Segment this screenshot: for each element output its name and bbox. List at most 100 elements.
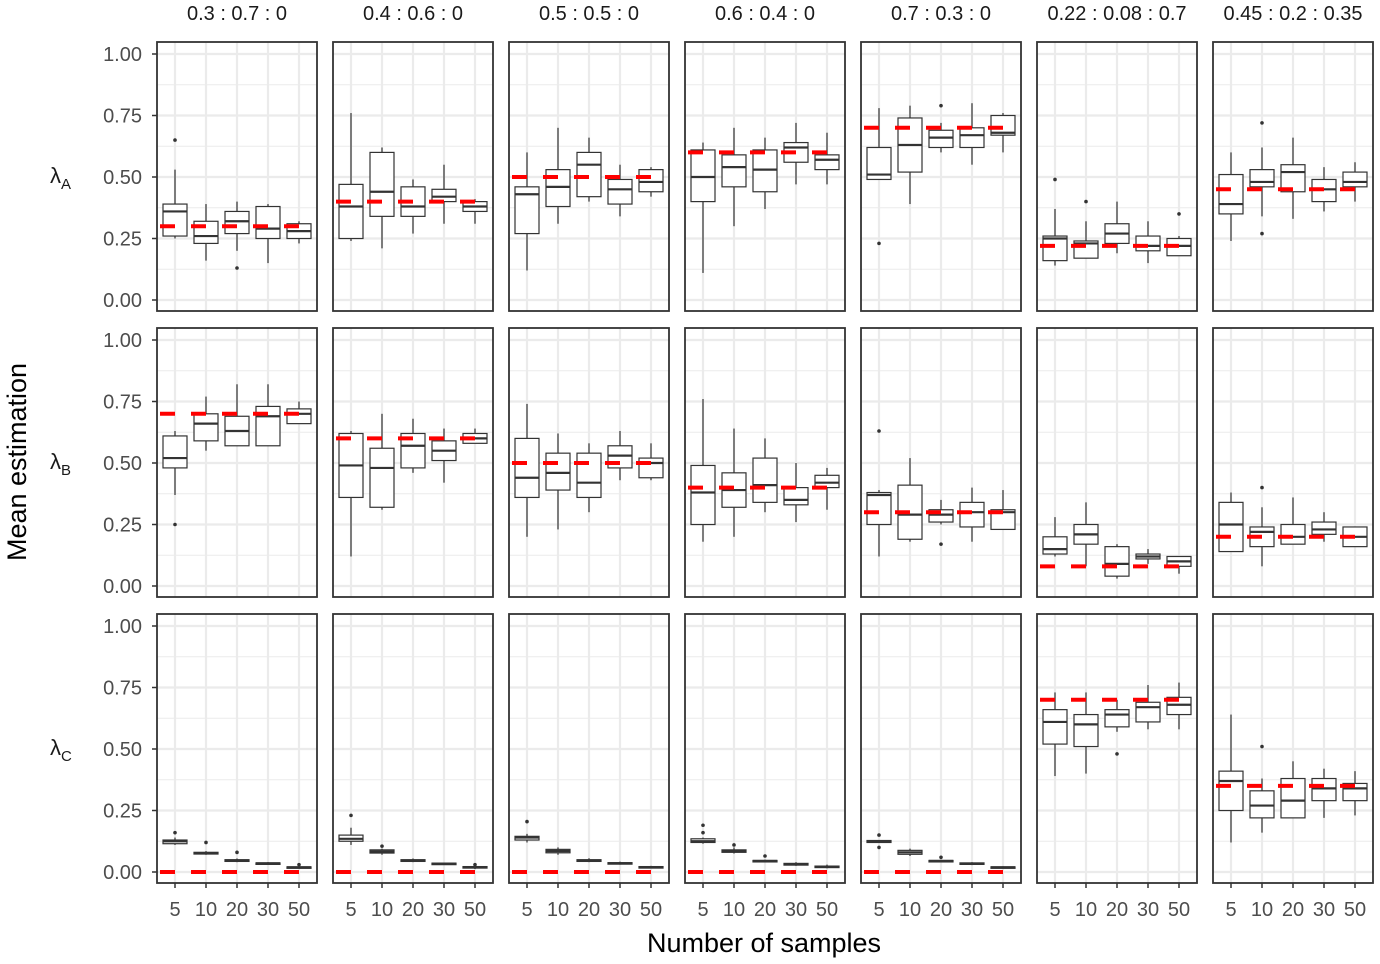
boxplot-30 [959, 487, 985, 542]
panel-border [684, 41, 846, 312]
box-iqr [990, 114, 1016, 136]
boxplot-5 [1218, 492, 1244, 553]
panel-border [508, 41, 670, 312]
boxplot-5 [866, 108, 892, 246]
panel-border [860, 41, 1022, 312]
boxplot-5 [1218, 714, 1244, 843]
y-tick-label: 0.00 [103, 290, 142, 312]
facet-panel [332, 613, 494, 884]
boxplot-20 [576, 137, 602, 202]
box-iqr [1342, 171, 1368, 188]
outlier-point [1260, 744, 1264, 749]
x-tick-label: 50 [992, 899, 1014, 921]
facet-panel [508, 613, 670, 884]
boxplot-5 [690, 823, 716, 844]
box-iqr [721, 154, 747, 188]
box-iqr [576, 151, 602, 198]
y-tick-label: 0.25 [103, 515, 142, 537]
box-iqr [162, 435, 188, 469]
box-iqr [545, 452, 571, 491]
boxplot-10 [369, 413, 395, 510]
outlier-point [877, 833, 881, 837]
boxplot-30 [1311, 512, 1337, 542]
boxplot-10 [369, 147, 395, 249]
x-axis-title: Number of samples [647, 928, 881, 958]
boxplot-20 [400, 418, 426, 473]
box-iqr [1311, 777, 1337, 802]
x-tick-label: 50 [640, 899, 662, 921]
boxplot-50 [462, 428, 488, 444]
boxplot-10 [721, 428, 747, 537]
boxplot-20 [1280, 761, 1306, 819]
boxplot-10 [897, 105, 923, 205]
box-iqr [690, 149, 716, 203]
outlier-point [525, 819, 529, 824]
boxplot-5 [162, 830, 188, 845]
box-iqr [690, 464, 716, 526]
x-tick-label: 5 [169, 899, 180, 921]
panel-border [684, 327, 846, 598]
row-label: λC [50, 735, 72, 765]
box-iqr [783, 487, 809, 506]
boxplot-5 [1218, 152, 1244, 241]
y-tick-label: 0.75 [103, 106, 142, 128]
y-tick-label: 1.00 [103, 616, 142, 638]
boxplot-50 [638, 865, 664, 869]
boxplot-50 [990, 113, 1016, 153]
box-iqr [338, 183, 364, 240]
boxplot-20 [1280, 137, 1306, 219]
y-tick-label: 1.00 [103, 330, 142, 352]
boxplot-10 [1073, 502, 1099, 567]
y-tick-label: 0.00 [103, 576, 142, 598]
box-iqr [1280, 523, 1306, 545]
boxplot-10 [721, 843, 747, 854]
facet-panel [684, 41, 846, 312]
box-iqr [1280, 164, 1306, 193]
x-tick-label: 50 [1344, 899, 1366, 921]
panel-border [1212, 327, 1374, 598]
outlier-point [235, 850, 239, 855]
boxplot-5 [162, 138, 188, 239]
box-iqr [576, 452, 602, 499]
x-tick-label: 5 [345, 899, 356, 921]
x-tick-label: 10 [547, 899, 569, 921]
boxplot-50 [1342, 162, 1368, 202]
boxplot-10 [545, 433, 571, 530]
x-tick-label: 30 [785, 899, 807, 921]
y-tick-label: 0.50 [103, 167, 142, 189]
facet-panel [508, 41, 670, 312]
facet-strip-label: 0.45 : 0.2 : 0.35 [1224, 3, 1363, 25]
outlier-point [877, 845, 881, 850]
box-iqr [1249, 169, 1275, 188]
x-tick-label: 30 [257, 899, 279, 921]
facet-panel [1036, 327, 1198, 598]
panel-border [1036, 41, 1198, 312]
boxplot-10 [1249, 744, 1275, 833]
facet-panel [156, 613, 318, 884]
boxplot-30 [255, 862, 281, 865]
outlier-point [173, 830, 177, 835]
box-iqr [286, 408, 312, 425]
boxplot-50 [638, 167, 664, 197]
x-tick-label: 20 [1282, 899, 1304, 921]
outlier-point [235, 266, 239, 270]
facet-panel [860, 613, 1022, 884]
boxplot-10 [193, 396, 219, 451]
boxplot-10 [1073, 692, 1099, 774]
x-tick-label: 10 [723, 899, 745, 921]
boxplot-30 [431, 164, 457, 224]
box-iqr [814, 154, 840, 171]
facet-panel [1212, 613, 1374, 884]
outlier-point [173, 522, 177, 527]
boxplot-50 [1342, 771, 1368, 816]
x-tick-label: 10 [1251, 899, 1273, 921]
boxplot-10 [193, 204, 219, 261]
boxplot-20 [1104, 201, 1130, 254]
facet-panel [156, 327, 318, 598]
box-iqr [1218, 501, 1244, 553]
boxplot-20 [1104, 699, 1130, 756]
facet-strip-label: 0.6 : 0.4 : 0 [715, 3, 815, 25]
boxplot-5 [338, 431, 364, 557]
boxplot-30 [431, 862, 457, 866]
box-iqr [990, 509, 1016, 531]
